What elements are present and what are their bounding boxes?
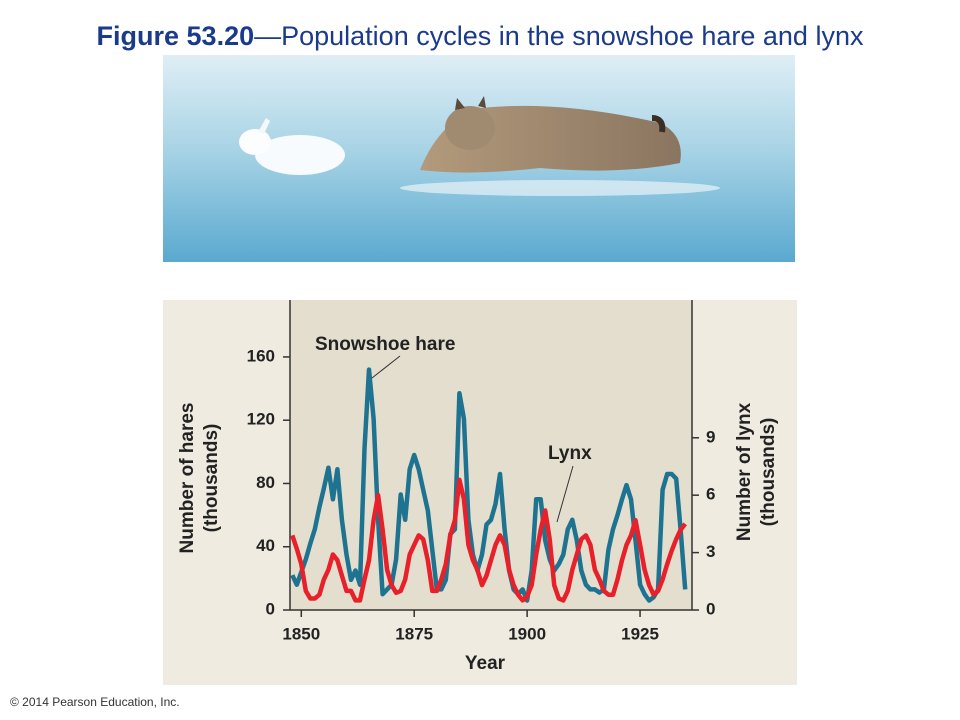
y-tick-label: 80 xyxy=(256,473,275,492)
series-line xyxy=(290,477,687,603)
axis-label: Number of lynx (thousands) xyxy=(734,402,779,541)
photo xyxy=(163,55,795,262)
series-line xyxy=(290,367,688,603)
y2-tick-label: 3 xyxy=(706,542,715,561)
axis-label-line: Number of lynx xyxy=(734,402,755,541)
chart: 0 40 80 120 160 0 3 6 9 1850 1875 1900 1925 Year Numbe… xyxy=(177,300,779,674)
x-tick-label: 1900 xyxy=(508,624,546,643)
title-rest: —Population cycles in the snowshoe hare … xyxy=(254,21,864,51)
series-label: Lynx xyxy=(548,443,592,464)
series-label: Snowshoe hare xyxy=(315,334,455,355)
axis-label-line: Number of hares xyxy=(177,403,198,554)
copyright: © 2014 Pearson Education, Inc. xyxy=(10,695,180,709)
y2-tick-label: 6 xyxy=(706,485,715,504)
leader-line xyxy=(556,465,574,523)
y-tick-label: 120 xyxy=(247,410,275,429)
y2-tick-label: 0 xyxy=(706,599,715,618)
y-tick-label: 40 xyxy=(256,536,275,555)
axis-label-line: (thousands) xyxy=(201,424,222,533)
y-tick-label: 0 xyxy=(266,599,275,618)
leader-line xyxy=(371,355,401,379)
axis-label-line: (thousands) xyxy=(758,418,779,527)
title: Figure 53.20—Population cycles in the sn… xyxy=(97,21,864,51)
title-bold: Figure 53.20 xyxy=(97,21,255,51)
x-tick-label: 1850 xyxy=(282,624,320,643)
axis-label: Number of hares (thousands) xyxy=(177,403,222,554)
y-tick-label: 160 xyxy=(247,346,275,365)
x-tick-label: 1875 xyxy=(395,624,433,643)
x-tick-label: 1925 xyxy=(621,624,659,643)
y2-tick-label: 9 xyxy=(706,427,715,446)
x-axis-label: Year xyxy=(465,653,506,674)
